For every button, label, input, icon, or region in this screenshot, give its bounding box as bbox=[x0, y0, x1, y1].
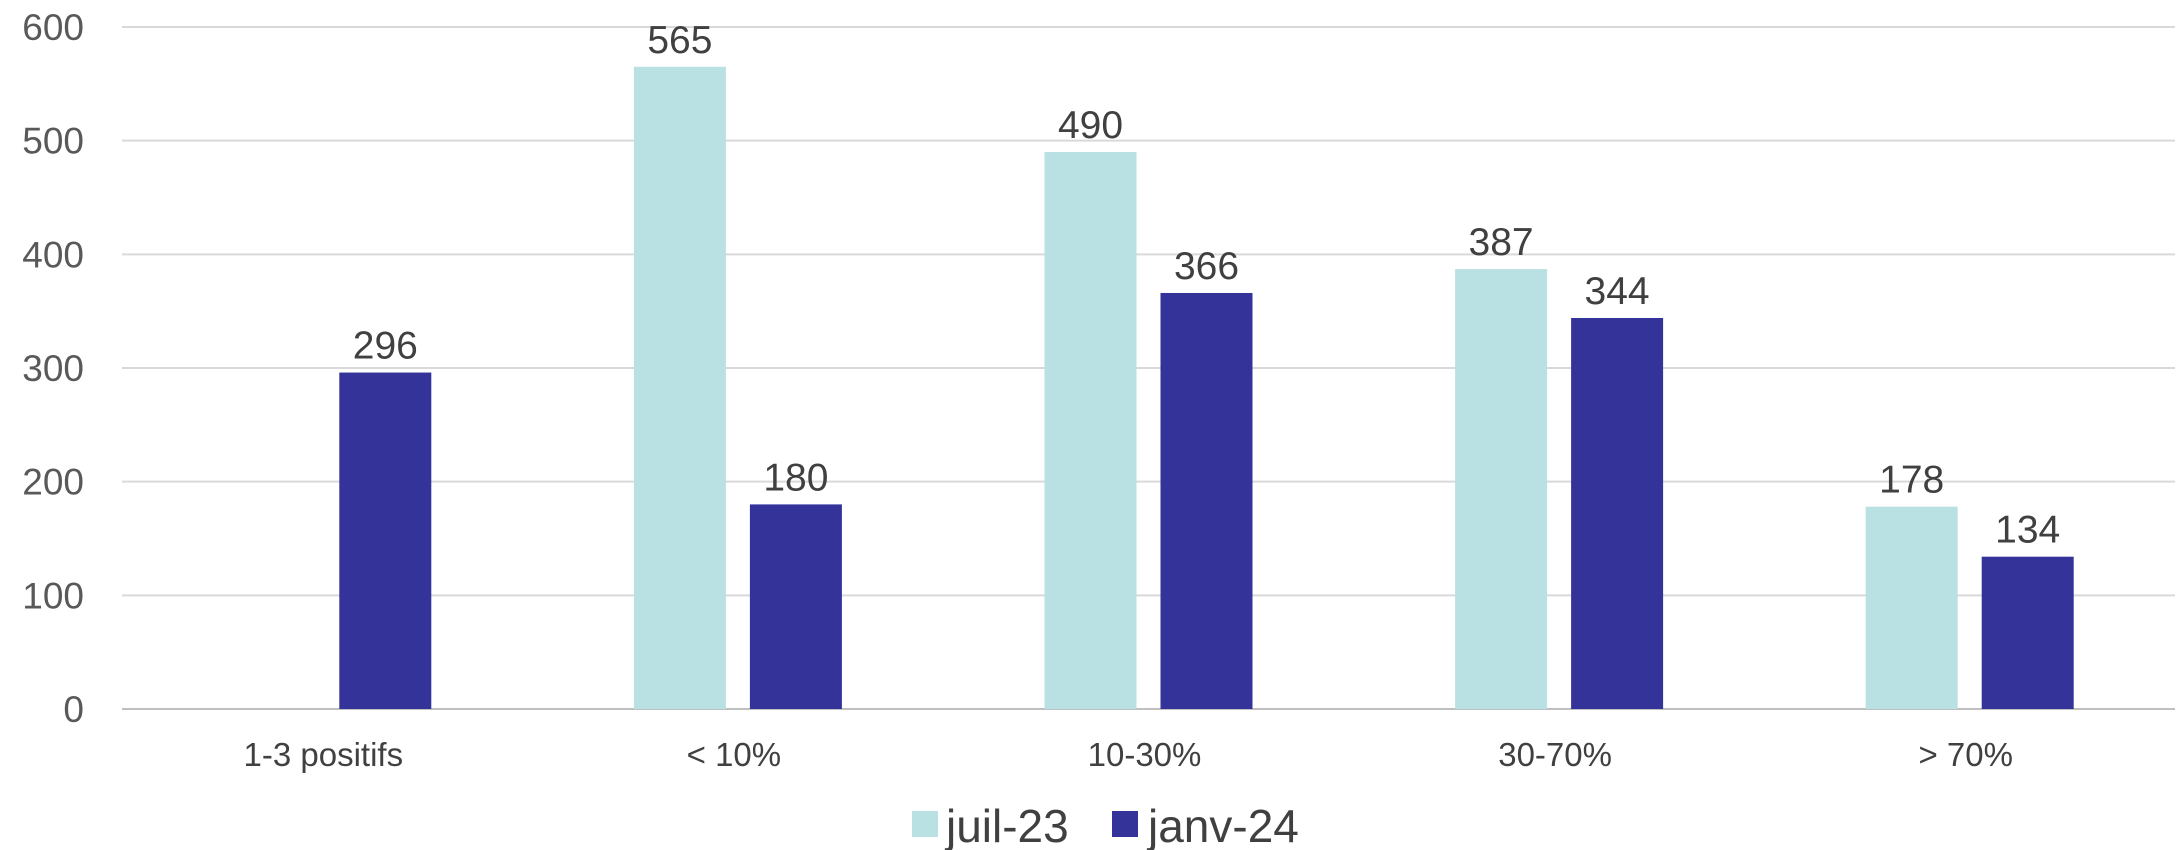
gridlines bbox=[122, 26, 2175, 710]
bar-janv-24-4 bbox=[1981, 556, 2074, 709]
legend-swatch-janv-24 bbox=[1112, 811, 1138, 837]
bar-juil-23-3 bbox=[1455, 269, 1548, 709]
bar-juil-23-1 bbox=[633, 66, 726, 710]
y-tick-label: 200 bbox=[22, 462, 84, 503]
bar-janv-24-3 bbox=[1571, 317, 1664, 709]
y-tick-label: 400 bbox=[22, 234, 84, 275]
data-label: 387 bbox=[1469, 221, 1534, 264]
y-tick-label: 100 bbox=[22, 575, 84, 616]
data-label: 296 bbox=[353, 325, 418, 368]
data-label: 180 bbox=[763, 456, 828, 499]
bar-juil-23-2 bbox=[1044, 152, 1137, 710]
x-tick-label: > 70% bbox=[1918, 736, 2013, 773]
data-label: 178 bbox=[1879, 459, 1944, 502]
bar-juil-23-4 bbox=[1865, 506, 1958, 709]
bars bbox=[339, 66, 2074, 710]
y-axis-ticks: 0 100 200 300 400 500 600 bbox=[22, 7, 84, 730]
data-label: 565 bbox=[647, 19, 712, 62]
bar-janv-24-1 bbox=[749, 504, 842, 709]
legend-swatch-juil-23 bbox=[912, 811, 938, 837]
x-tick-label: 10-30% bbox=[1088, 736, 1202, 773]
x-tick-label: < 10% bbox=[687, 736, 782, 773]
y-tick-label: 0 bbox=[63, 689, 84, 730]
y-tick-label: 300 bbox=[22, 348, 84, 389]
x-axis-labels: 1-3 positifs < 10% 10-30% 30-70% > 70% bbox=[244, 736, 2013, 773]
data-label: 344 bbox=[1585, 270, 1650, 313]
y-tick-label: 500 bbox=[22, 121, 84, 162]
bar-janv-24-0 bbox=[339, 372, 432, 709]
y-tick-label: 600 bbox=[22, 7, 84, 48]
x-tick-label: 1-3 positifs bbox=[244, 736, 404, 773]
data-labels: 296 565 180 490 366 387 344 178 134 bbox=[353, 19, 2060, 552]
legend-label-juil-23: juil-23 bbox=[944, 800, 1069, 850]
data-label: 366 bbox=[1174, 245, 1239, 288]
legend: juil-23 janv-24 bbox=[912, 800, 1299, 850]
legend-label-janv-24: janv-24 bbox=[1146, 800, 1299, 850]
data-label: 490 bbox=[1058, 104, 1123, 147]
bar-janv-24-2 bbox=[1160, 292, 1253, 709]
x-tick-label: 30-70% bbox=[1498, 736, 1612, 773]
data-label: 134 bbox=[1995, 509, 2060, 552]
